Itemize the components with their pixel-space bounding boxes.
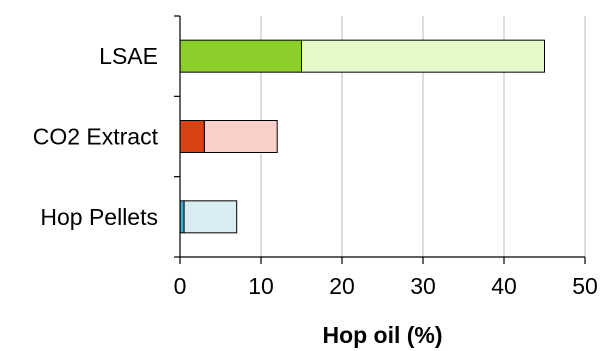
bars-group	[179, 39, 545, 234]
x-tick-label: 50	[572, 273, 598, 299]
bar-low-lsae	[179, 39, 302, 73]
x-tick-label: 20	[329, 273, 355, 299]
x-tick-label: 0	[174, 273, 187, 299]
bar-low-co2-extract	[179, 120, 205, 153]
category-label: LSAE	[99, 43, 158, 69]
x-tick-label: 30	[410, 273, 436, 299]
x-axis-title: Hop oil (%)	[322, 322, 442, 348]
bar-high-lsae	[301, 39, 545, 73]
bar-low-hop-pellets	[179, 200, 185, 234]
x-tick-label: 10	[248, 273, 274, 299]
x-tick-label: 40	[491, 273, 517, 299]
category-label: Hop Pellets	[40, 204, 158, 230]
bar-high-hop-pellets	[183, 200, 238, 234]
bar-high-co2-extract	[203, 120, 278, 153]
labels-group: 0 10 20 30 40 50 LSAE CO2 Extract Hop Pellets Hop…	[33, 43, 598, 348]
category-label: CO2 Extract	[33, 124, 159, 150]
axes-group	[174, 15, 586, 264]
